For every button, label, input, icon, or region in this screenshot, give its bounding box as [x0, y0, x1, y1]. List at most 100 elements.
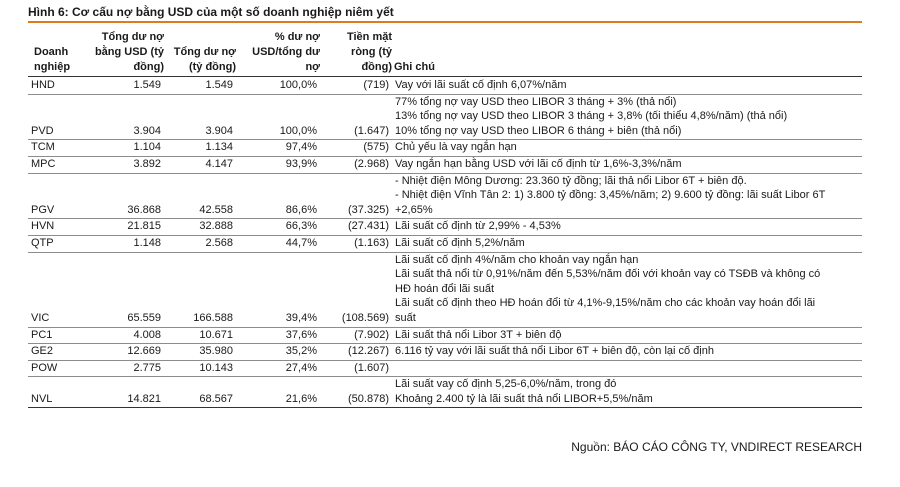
usd-debt-cell: 2.775	[90, 360, 164, 378]
table-header: Doanh nghiệp Tổng dư nợ bằng USD (tỷ đồn…	[28, 26, 862, 76]
net-cash-cell: (1.607)	[320, 360, 392, 378]
total-debt-cell: 2.568	[164, 235, 236, 253]
total-debt-cell: 35.980	[164, 343, 236, 361]
company-cell: PC1	[28, 327, 90, 345]
notes-cell: Lãi suất vay cố định 5,25-6,0%/năm, tron…	[392, 376, 862, 409]
note-line: 77% tổng nợ vay USD theo LIBOR 3 tháng +…	[395, 95, 677, 108]
usd-ratio-cell: 27,4%	[236, 360, 320, 378]
note-line: 13% tổng nợ vay USD theo LIBOR 3 tháng +…	[395, 110, 788, 123]
notes-cell: Lãi suất cố định từ 2,99% - 4,53%	[392, 218, 862, 236]
net-cash-cell: (7.902)	[320, 327, 392, 345]
total-debt-cell: 1.549	[164, 78, 236, 95]
net-cash-cell: (1.163)	[320, 235, 392, 253]
net-cash-cell: (1.647)	[320, 94, 392, 141]
usd-ratio-cell: 37,6%	[236, 327, 320, 345]
total-debt-cell: 68.567	[164, 376, 236, 409]
note-line: suất	[395, 311, 416, 324]
header-net-cash: Tiền mặt ròng (tỷ đồng)	[346, 31, 392, 73]
company-cell: TCM	[28, 139, 90, 157]
usd-debt-cell: 3.904	[90, 94, 164, 141]
company-cell: GE2	[28, 343, 90, 361]
company-cell: HVN	[28, 218, 90, 236]
company-cell: NVL	[28, 376, 90, 409]
usd-ratio-cell: 100,0%	[236, 78, 320, 95]
table-row: POW 2.775 10.143 27,4% (1.607)	[28, 360, 862, 378]
table-row: NVL 14.821 68.567 21,6% (50.878) Lãi suất vay…	[28, 376, 862, 409]
note-line: Chủ yếu là vay ngắn hạn	[395, 141, 517, 154]
note-line: 10% tổng nợ vay USD theo LIBOR 6 tháng +…	[395, 124, 682, 137]
table-row: HVN 21.815 32.888 66,3% (27.431) Lãi suất cố …	[28, 218, 862, 236]
usd-ratio-cell: 66,3%	[236, 218, 320, 236]
table-body: HND 1.549 1.549 100,0% (719) Vay với lãi suất…	[28, 78, 862, 409]
table-row: GE2 12.669 35.980 35,2% (12.267) 6.116 tỷ vay…	[28, 343, 862, 361]
notes-cell: Vay ngắn hạn bằng USD với lãi cố định từ…	[392, 156, 862, 174]
usd-debt-cell: 14.821	[90, 376, 164, 409]
note-line: HĐ hoán đổi lãi suất	[395, 282, 495, 295]
company-cell: PGV	[28, 173, 90, 220]
notes-cell: Lãi suất cố định 5,2%/năm	[392, 235, 862, 253]
header-total-debt: Tổng dư nợ (tỷ đồng)	[173, 46, 236, 73]
note-line: - Nhiệt điện Vĩnh Tân 2: 1) 3.800 tỷ đồn…	[395, 189, 826, 202]
net-cash-cell: (27.431)	[320, 218, 392, 236]
table-row: HND 1.549 1.549 100,0% (719) Vay với lãi suất…	[28, 78, 862, 95]
header-usd-debt: Tổng dư nợ bằng USD (tỷ đồng)	[94, 31, 164, 73]
source-note: Nguồn: BÁO CÁO CÔNG TY, VNDIRECT RESEARC…	[571, 440, 862, 454]
usd-debt-cell: 1.549	[90, 78, 164, 95]
usd-ratio-cell: 100,0%	[236, 94, 320, 141]
figure-title: Hình 6: Cơ cấu nợ bằng USD của một số do…	[28, 5, 394, 19]
note-line: Lãi suất vay cố định 5,25-6,0%/năm, tron…	[395, 378, 617, 391]
company-cell: PVD	[28, 94, 90, 141]
note-line: Lãi suất cố định 5,2%/năm	[395, 236, 525, 249]
company-cell: QTP	[28, 235, 90, 253]
note-line: Lãi suất cố định theo HĐ hoán đổi từ 4,1…	[395, 297, 816, 310]
usd-ratio-cell: 39,4%	[236, 252, 320, 328]
header-usd-ratio: % dư nợ USD/tổng dư nợ	[252, 31, 320, 73]
net-cash-cell: (50.878)	[320, 376, 392, 409]
header-company: Doanh nghiệp	[34, 46, 71, 73]
total-debt-cell: 4.147	[164, 156, 236, 174]
usd-ratio-cell: 44,7%	[236, 235, 320, 253]
usd-ratio-cell: 86,6%	[236, 173, 320, 220]
company-cell: MPC	[28, 156, 90, 174]
table-row: PVD 3.904 3.904 100,0% (1.647) 77% tổng nợ va…	[28, 94, 862, 141]
table-row: MPC 3.892 4.147 93,9% (2.968) Vay ngắn hạn bằ…	[28, 156, 862, 174]
note-line: Vay với lãi suất cố định 6,07%/năm	[395, 79, 567, 91]
notes-cell	[392, 360, 862, 378]
total-debt-cell: 1.134	[164, 139, 236, 157]
note-line: Lãi suất cố định từ 2,99% - 4,53%	[395, 220, 561, 233]
notes-cell: Lãi suất thả nổi Libor 3T + biên độ	[392, 327, 862, 345]
net-cash-cell: (575)	[320, 139, 392, 157]
note-line: Lãi suất thả nổi từ 0,91%/năm đến 5,53%/…	[395, 268, 821, 281]
usd-ratio-cell: 93,9%	[236, 156, 320, 174]
company-cell: HND	[28, 78, 90, 95]
usd-debt-cell: 3.892	[90, 156, 164, 174]
note-line: Lãi suất thả nổi Libor 3T + biên độ	[395, 328, 562, 341]
note-line: Vay ngắn hạn bằng USD với lãi cố định từ…	[395, 157, 682, 170]
total-debt-cell: 3.904	[164, 94, 236, 141]
net-cash-cell: (2.968)	[320, 156, 392, 174]
notes-cell: 77% tổng nợ vay USD theo LIBOR 3 tháng +…	[392, 94, 862, 141]
title-divider	[28, 21, 862, 23]
usd-ratio-cell: 97,4%	[236, 139, 320, 157]
table-row: QTP 1.148 2.568 44,7% (1.163) Lãi suất cố địn…	[28, 235, 862, 253]
notes-cell: Chủ yếu là vay ngắn hạn	[392, 139, 862, 157]
usd-debt-cell: 21.815	[90, 218, 164, 236]
usd-debt-cell: 36.868	[90, 173, 164, 220]
table-row: PGV 36.868 42.558 86,6% (37.325) - Nhiệt điện…	[28, 173, 862, 220]
notes-cell: Vay với lãi suất cố định 6,07%/năm	[392, 78, 862, 95]
note-line: - Nhiệt điện Mông Dương: 23.360 tỷ đồng;…	[395, 174, 747, 187]
table-row: VIC 65.559 166.588 39,4% (108.569) Lãi suất c…	[28, 252, 862, 328]
net-cash-cell: (108.569)	[320, 252, 392, 328]
usd-debt-cell: 1.104	[90, 139, 164, 157]
notes-cell: 6.116 tỷ vay với lãi suất thả nổi Libor …	[392, 343, 862, 361]
usd-debt-cell: 1.148	[90, 235, 164, 253]
usd-debt-cell: 65.559	[90, 252, 164, 328]
total-debt-cell: 10.143	[164, 360, 236, 378]
note-line: Lãi suất cố định 4%/năm cho khoản vay ng…	[395, 253, 639, 266]
header-notes: Ghi chú	[394, 61, 435, 73]
usd-ratio-cell: 35,2%	[236, 343, 320, 361]
header-divider	[28, 76, 862, 77]
company-cell: POW	[28, 360, 90, 378]
company-cell: VIC	[28, 252, 90, 328]
net-cash-cell: (12.267)	[320, 343, 392, 361]
